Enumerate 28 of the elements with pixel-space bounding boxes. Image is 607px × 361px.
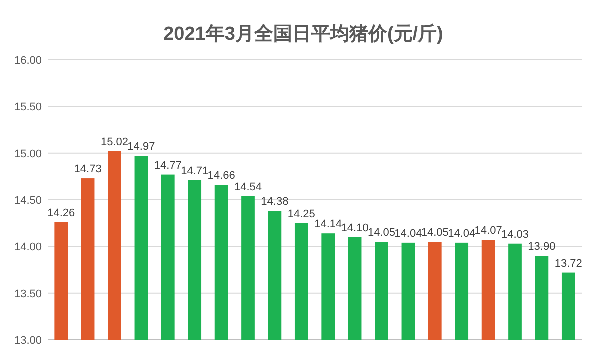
data-label: 14.54 (234, 181, 262, 194)
data-label: 14.04 (394, 228, 422, 240)
data-label: 15.02 (100, 136, 129, 148)
data-label: 14.73 (74, 164, 102, 176)
data-label: 14.14 (314, 218, 342, 231)
chart-title: 2021年3月全国日平均猪价(元/斤) (164, 23, 444, 45)
data-label: 13.72 (554, 258, 582, 270)
data-label: 14.66 (208, 170, 236, 182)
y-tick-label: 13.00 (14, 335, 42, 347)
y-tick-label: 15.50 (14, 102, 42, 114)
y-tick-label: 14.50 (14, 195, 42, 207)
data-label: 14.25 (288, 208, 316, 220)
data-label: 14.03 (501, 228, 530, 241)
y-tick-label: 13.50 (14, 288, 42, 300)
data-label: 14.97 (128, 141, 156, 154)
data-label: 14.07 (474, 225, 502, 238)
data-label: 14.77 (154, 160, 182, 172)
y-tick-label: 16.00 (14, 55, 42, 67)
y-tick-label: 15.00 (14, 148, 42, 160)
data-label: 14.26 (48, 207, 76, 220)
data-label: 14.10 (341, 222, 369, 234)
data-label: 14.05 (421, 227, 449, 239)
data-label: 14.05 (368, 227, 396, 239)
data-label: 14.04 (448, 228, 476, 240)
data-label: 13.90 (528, 241, 556, 253)
data-label: 14.38 (261, 196, 289, 208)
data-label: 14.71 (181, 165, 209, 178)
y-tick-label: 14.00 (14, 242, 42, 254)
